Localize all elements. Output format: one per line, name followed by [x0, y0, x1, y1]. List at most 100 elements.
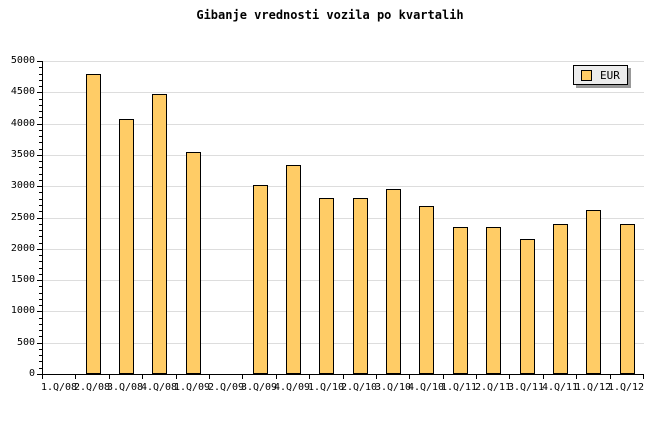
gridline — [43, 218, 644, 219]
y-axis-minor-tick — [39, 305, 42, 306]
y-axis-minor-tick — [39, 274, 42, 275]
y-axis-minor-tick — [39, 142, 42, 143]
bar — [152, 94, 167, 374]
y-axis-label: 1000 — [10, 305, 35, 316]
x-axis-tick — [176, 375, 177, 379]
y-axis-minor-tick — [39, 167, 42, 168]
x-axis-label: 3.Q/10 — [374, 382, 412, 393]
x-axis-label: 4.Q/08 — [140, 382, 178, 393]
x-axis-tick — [209, 375, 210, 379]
x-axis-label: 4.Q/09 — [273, 382, 311, 393]
gridline — [43, 155, 644, 156]
y-axis-minor-tick — [39, 361, 42, 362]
y-axis-minor-tick — [39, 192, 42, 193]
gridline — [43, 124, 644, 125]
x-axis-label: 1.Q/11 — [440, 382, 478, 393]
x-axis-tick — [576, 375, 577, 379]
y-axis-tick — [37, 343, 42, 344]
y-axis-minor-tick — [39, 255, 42, 256]
y-axis-tick — [37, 218, 42, 219]
legend-swatch-eur-icon — [581, 69, 592, 81]
bar — [419, 206, 434, 374]
gridline — [43, 280, 644, 281]
y-axis-tick — [37, 124, 42, 125]
x-axis-tick — [610, 375, 611, 379]
y-axis-minor-tick — [39, 324, 42, 325]
x-axis-label: 1.Q/12 — [607, 382, 645, 393]
y-axis-minor-tick — [39, 261, 42, 262]
y-axis-minor-tick — [39, 286, 42, 287]
y-axis-minor-tick — [39, 355, 42, 356]
x-axis-tick — [343, 375, 344, 379]
x-axis-label: 1.Q/10 — [307, 382, 345, 393]
chart-title: Gibanje vrednosti vozila po kvartalih — [196, 8, 464, 22]
y-axis-minor-tick — [39, 130, 42, 131]
x-axis-label: 2.Q/09 — [207, 382, 245, 393]
x-axis-tick — [242, 375, 243, 379]
plot-area — [42, 61, 644, 375]
y-axis-minor-tick — [39, 80, 42, 81]
y-axis-minor-tick — [39, 74, 42, 75]
bar — [553, 224, 568, 374]
y-axis-label: 1500 — [10, 274, 35, 285]
y-axis-minor-tick — [39, 136, 42, 137]
y-axis-label: 5000 — [10, 55, 35, 66]
y-axis-minor-tick — [39, 199, 42, 200]
y-axis-minor-tick — [39, 330, 42, 331]
y-axis-minor-tick — [39, 236, 42, 237]
y-axis-minor-tick — [39, 299, 42, 300]
bar — [319, 198, 334, 374]
y-axis-label: 0 — [28, 368, 35, 379]
bar — [353, 198, 368, 374]
x-axis-label: 4.Q/11 — [541, 382, 579, 393]
y-axis-minor-tick — [39, 117, 42, 118]
y-axis-minor-tick — [39, 205, 42, 206]
y-axis-minor-tick — [39, 67, 42, 68]
x-axis-tick — [142, 375, 143, 379]
x-axis-label: 1.Q/12 — [574, 382, 612, 393]
x-axis-label: 1.Q/09 — [173, 382, 211, 393]
y-axis-label: 4000 — [10, 118, 35, 129]
x-axis-tick — [42, 375, 43, 379]
y-axis-minor-tick — [39, 99, 42, 100]
x-axis-tick — [643, 375, 644, 379]
bar — [286, 165, 301, 374]
gridline — [43, 61, 644, 62]
y-axis-minor-tick — [39, 180, 42, 181]
x-axis-tick — [109, 375, 110, 379]
gridline — [43, 343, 644, 344]
y-axis-tick — [37, 311, 42, 312]
y-axis-minor-tick — [39, 86, 42, 87]
y-axis-minor-tick — [39, 336, 42, 337]
y-axis-label: 2000 — [10, 243, 35, 254]
y-axis-minor-tick — [39, 243, 42, 244]
y-axis-label: 3000 — [10, 180, 35, 191]
legend: EUR — [573, 65, 628, 85]
x-axis-label: 4.Q/10 — [407, 382, 445, 393]
bar — [520, 239, 535, 374]
x-axis-label: 3.Q/11 — [507, 382, 545, 393]
y-axis-minor-tick — [39, 368, 42, 369]
y-axis-tick — [37, 155, 42, 156]
bar — [586, 210, 601, 374]
y-axis-minor-tick — [39, 349, 42, 350]
y-axis-minor-tick — [39, 149, 42, 150]
y-axis-label: 3500 — [10, 149, 35, 160]
x-axis-tick — [409, 375, 410, 379]
y-axis-minor-tick — [39, 268, 42, 269]
y-axis-label: 2500 — [10, 212, 35, 223]
x-axis-tick — [476, 375, 477, 379]
y-axis-tick — [37, 92, 42, 93]
legend-label: EUR — [600, 68, 620, 82]
x-axis-tick — [75, 375, 76, 379]
x-axis-tick — [376, 375, 377, 379]
y-axis-minor-tick — [39, 174, 42, 175]
x-axis-tick — [276, 375, 277, 379]
x-axis-label: 2.Q/11 — [474, 382, 512, 393]
x-axis-label: 2.Q/08 — [73, 382, 111, 393]
bar — [119, 119, 134, 374]
y-axis-minor-tick — [39, 230, 42, 231]
x-axis-tick — [443, 375, 444, 379]
y-axis-minor-tick — [39, 224, 42, 225]
